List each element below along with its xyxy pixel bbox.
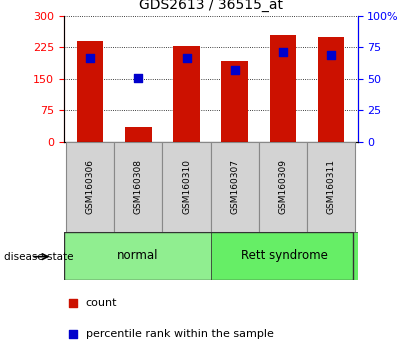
Text: disease state: disease state xyxy=(4,252,74,262)
Bar xyxy=(173,46,200,142)
Text: GSM160307: GSM160307 xyxy=(230,159,239,214)
Point xyxy=(328,52,335,58)
Point xyxy=(87,55,93,61)
Bar xyxy=(211,232,358,280)
Text: GSM160309: GSM160309 xyxy=(278,159,287,214)
Point xyxy=(279,50,286,55)
Bar xyxy=(114,142,162,232)
Bar xyxy=(77,41,104,142)
Bar xyxy=(307,142,355,232)
Title: GDS2613 / 36515_at: GDS2613 / 36515_at xyxy=(139,0,283,12)
Text: normal: normal xyxy=(116,249,158,262)
Text: GSM160308: GSM160308 xyxy=(134,159,143,214)
Bar xyxy=(270,35,296,142)
Point xyxy=(69,301,76,306)
Text: GSM160306: GSM160306 xyxy=(86,159,95,214)
Bar xyxy=(259,142,307,232)
Text: Rett syndrome: Rett syndrome xyxy=(241,249,328,262)
Bar xyxy=(125,127,152,142)
Point xyxy=(231,68,238,73)
Text: percentile rank within the sample: percentile rank within the sample xyxy=(86,329,274,339)
Bar xyxy=(66,142,114,232)
Bar xyxy=(162,142,211,232)
Text: GSM160310: GSM160310 xyxy=(182,159,191,214)
Point xyxy=(69,331,76,336)
Point xyxy=(135,75,142,81)
Text: GSM160311: GSM160311 xyxy=(327,159,335,214)
Point xyxy=(183,55,190,61)
Bar xyxy=(222,61,248,142)
Bar xyxy=(318,37,344,142)
Text: count: count xyxy=(86,298,117,308)
Bar xyxy=(64,232,211,280)
Bar xyxy=(211,142,259,232)
